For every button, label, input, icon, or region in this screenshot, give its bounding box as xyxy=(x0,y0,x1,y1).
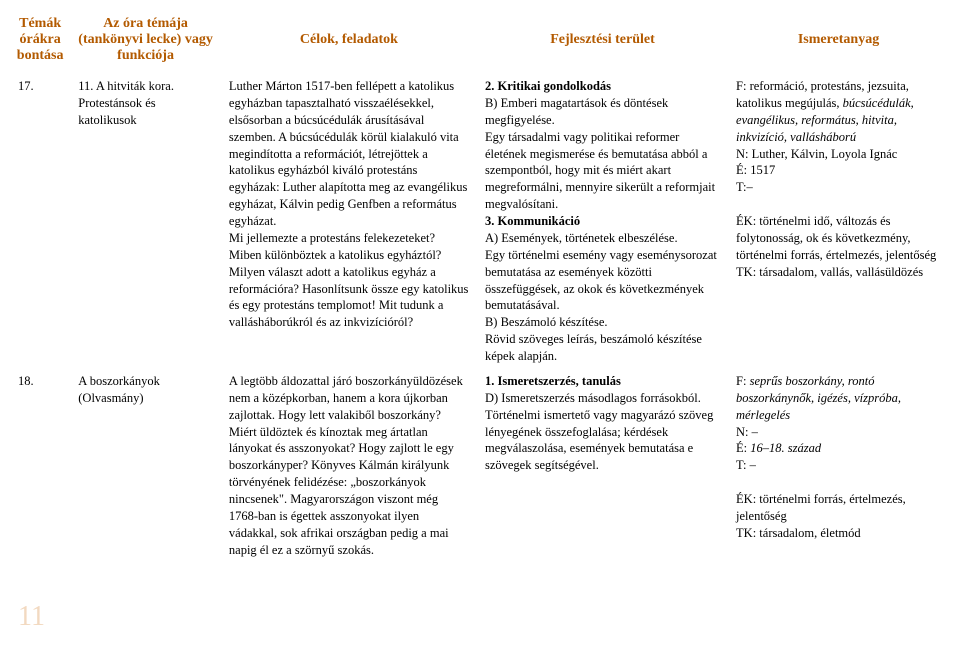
cell-development: 2. Kritikai gondolkodás B) Emberi magata… xyxy=(477,74,728,369)
curriculum-table: Témák órákra bontása Az óra témája (tank… xyxy=(10,10,949,563)
know-italic: seprűs boszorkány, rontó boszorkánynők, … xyxy=(736,374,901,422)
header-col3: Célok, feladatok xyxy=(221,10,477,74)
header-col5: Ismeretanyag xyxy=(728,10,949,74)
know-text: F: xyxy=(736,374,750,388)
cell-topic: 11. A hitviták kora. Protestánsok és kat… xyxy=(70,74,221,369)
dev-heading: 1. Ismeretszerzés, tanulás xyxy=(485,374,621,388)
cell-num: 17. xyxy=(10,74,70,369)
table-header-row: Témák órákra bontása Az óra témája (tank… xyxy=(10,10,949,74)
cell-goals: A legtöbb áldozattal járó boszorkányüldö… xyxy=(221,369,477,563)
table-row: 17. 11. A hitviták kora. Protestánsok és… xyxy=(10,74,949,369)
dev-heading: 2. Kritikai gondolkodás xyxy=(485,79,611,93)
dev-heading: 3. Kommunikáció xyxy=(485,214,580,228)
know-italic: 16–18. század xyxy=(750,441,821,455)
dev-body: B) Emberi magatartások és döntések megfi… xyxy=(485,96,715,211)
cell-goals: Luther Márton 1517-ben fellépett a katol… xyxy=(221,74,477,369)
cell-topic: A boszorkányok (Olvasmány) xyxy=(70,369,221,563)
know-text: T: –ÉK: történelmi forrás, értelmezés, j… xyxy=(736,458,906,540)
header-col4: Fejlesztési terület xyxy=(477,10,728,74)
header-col2: Az óra témája (tankönyvi lecke) vagy fun… xyxy=(70,10,221,74)
cell-knowledge: F: reformáció, protestáns, jezsuita, kat… xyxy=(728,74,949,369)
dev-body: A) Események, történetek elbeszélése.Egy… xyxy=(485,231,717,363)
cell-development: 1. Ismeretszerzés, tanulás D) Ismeretsze… xyxy=(477,369,728,563)
cell-knowledge: F: seprűs boszorkány, rontó boszorkánynő… xyxy=(728,369,949,563)
page-number: 11 xyxy=(18,601,45,633)
table-row: 18. A boszorkányok (Olvasmány) A legtöbb… xyxy=(10,369,949,563)
know-text: N: Luther, Kálvin, Loyola IgnácÉ: 1517T:… xyxy=(736,147,936,279)
header-col1: Témák órákra bontása xyxy=(10,10,70,74)
dev-body: D) Ismeretszerzés másodlagos forrásokból… xyxy=(485,391,713,473)
cell-num: 18. xyxy=(10,369,70,563)
